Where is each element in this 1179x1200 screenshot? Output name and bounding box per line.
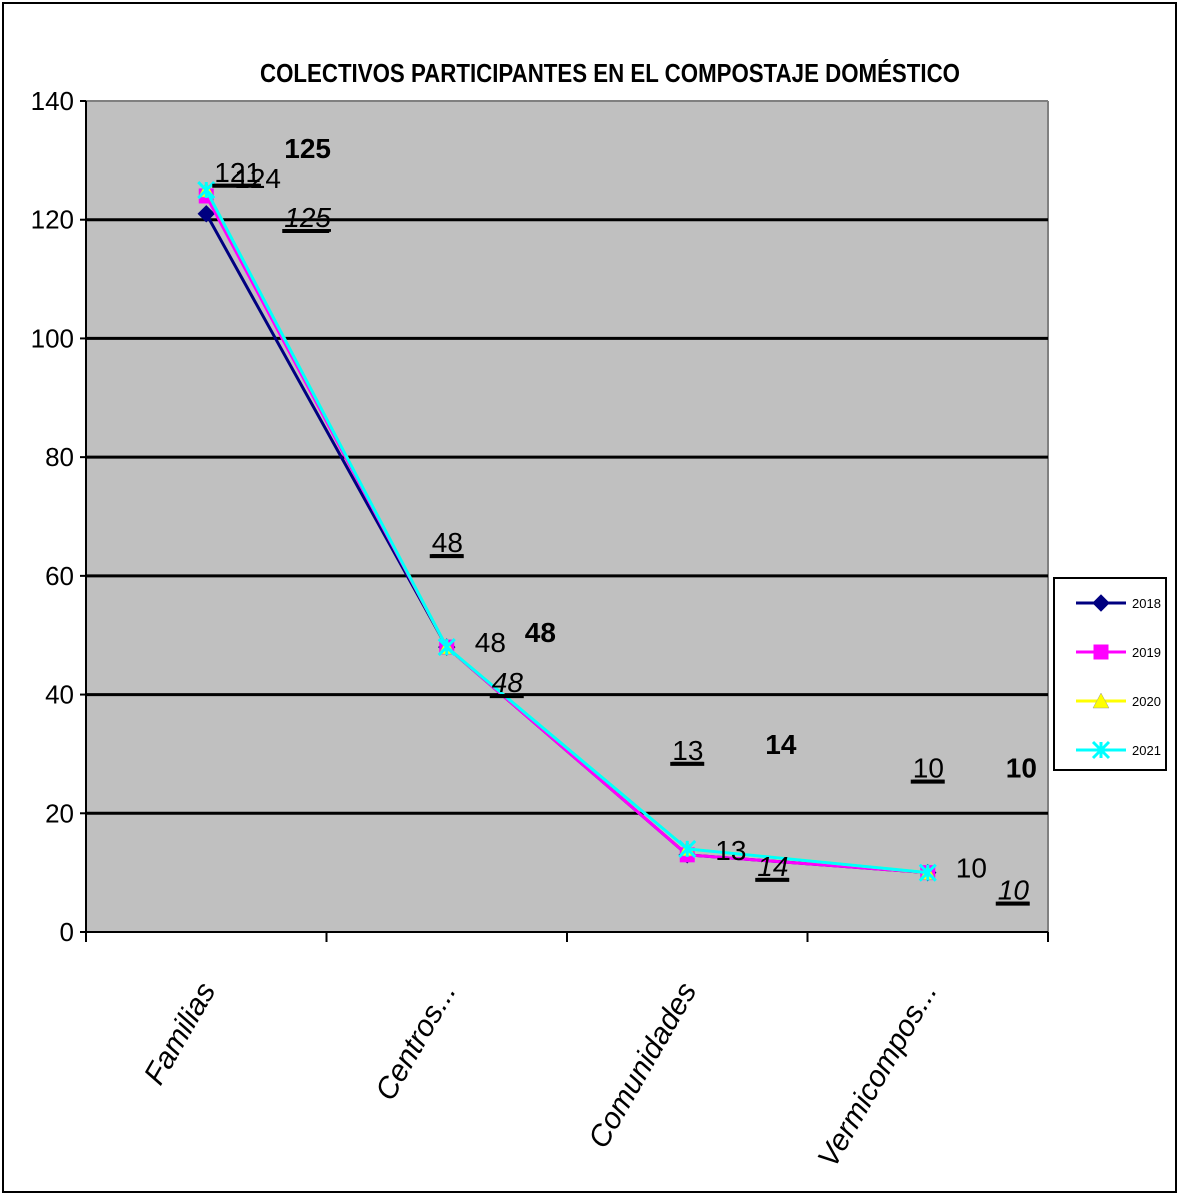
data-point: [437, 638, 456, 657]
data-point: [918, 863, 937, 882]
y-tick-label: 140: [31, 86, 74, 116]
data-label: 13: [715, 835, 746, 866]
data-label: 48: [492, 667, 524, 698]
legend-label: 2019: [1132, 645, 1161, 660]
legend-box: [1053, 577, 1167, 771]
chart-title: COLECTIVOS PARTICIPANTES EN EL COMPOSTAJ…: [260, 58, 960, 88]
data-label: 125: [284, 133, 331, 164]
y-tick-label: 80: [45, 442, 74, 472]
data-point: [197, 205, 215, 223]
data-label: 10: [998, 875, 1030, 906]
data-point: [197, 180, 216, 200]
data-point: [678, 839, 697, 858]
data-label: 10: [913, 753, 944, 784]
data-label: 124: [234, 163, 281, 194]
legend-marker-2020: [1092, 692, 1110, 709]
y-tick-label: 40: [45, 680, 74, 710]
data-label: 14: [757, 851, 788, 882]
data-label: 14: [765, 729, 797, 760]
y-tick-label: 0: [60, 917, 74, 947]
data-label: 48: [525, 617, 556, 648]
data-label: 10: [956, 853, 987, 884]
legend-marker-2019: [1093, 644, 1109, 660]
y-tick-label: 120: [31, 205, 74, 235]
y-tick-label: 100: [31, 323, 74, 353]
y-tick-label: 20: [45, 798, 74, 828]
y-tick-label: 60: [45, 561, 74, 591]
legend-label: 2020: [1132, 694, 1161, 709]
data-label: 121: [214, 157, 261, 188]
series-2021: [197, 180, 937, 882]
legend-label: 2018: [1132, 596, 1161, 611]
series-line-2021: [204, 189, 928, 875]
data-label: 13: [672, 735, 703, 766]
data-label: 48: [475, 627, 506, 658]
legend-marker-2021: [1091, 740, 1111, 760]
data-label: 10: [1006, 753, 1037, 784]
data-label: 48: [432, 527, 463, 558]
data-label: 125: [284, 202, 331, 233]
legend-marker-2018: [1092, 594, 1110, 612]
legend-label: 2021: [1132, 743, 1161, 758]
legend: 2018 2019 2020 2021: [1053, 577, 1167, 771]
plot-background: [86, 101, 1048, 932]
